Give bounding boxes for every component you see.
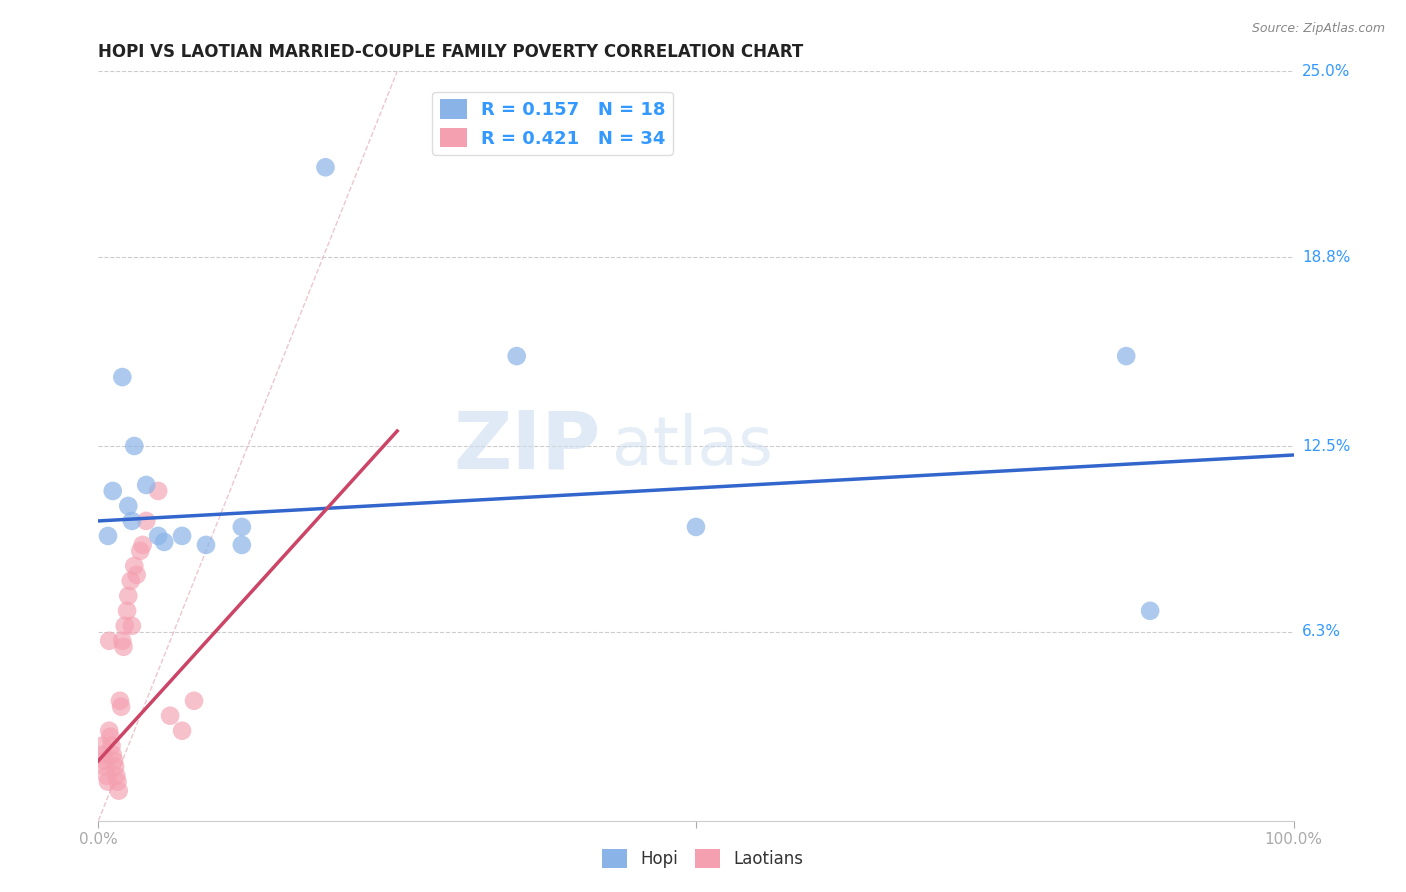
Point <box>91 739 114 753</box>
Text: 18.8%: 18.8% <box>1302 250 1350 265</box>
Text: 25.0%: 25.0% <box>1302 64 1350 78</box>
Point <box>231 520 253 534</box>
Point <box>121 514 143 528</box>
Point <box>108 694 131 708</box>
Point <box>105 769 128 783</box>
Point <box>104 760 127 774</box>
Point <box>111 633 134 648</box>
Point <box>685 520 707 534</box>
Point <box>172 723 194 738</box>
Text: 6.3%: 6.3% <box>1302 624 1341 640</box>
Point <box>91 747 114 762</box>
Point <box>135 478 157 492</box>
Point <box>315 161 337 175</box>
Point <box>98 730 122 744</box>
Point <box>107 783 129 797</box>
Legend: R = 0.157   N = 18, R = 0.421   N = 34: R = 0.157 N = 18, R = 0.421 N = 34 <box>432 92 673 155</box>
Point <box>125 567 148 582</box>
Point <box>148 529 170 543</box>
Point <box>124 558 146 573</box>
Point <box>195 538 218 552</box>
Point <box>183 694 205 708</box>
Point <box>103 754 125 768</box>
Point <box>172 529 194 543</box>
Point <box>111 370 134 384</box>
Point <box>112 640 135 654</box>
Point <box>94 760 117 774</box>
Point <box>110 699 132 714</box>
Text: HOPI VS LAOTIAN MARRIED-COUPLE FAMILY POVERTY CORRELATION CHART: HOPI VS LAOTIAN MARRIED-COUPLE FAMILY PO… <box>98 44 804 62</box>
Point <box>148 483 170 498</box>
Text: 12.5%: 12.5% <box>1302 439 1350 453</box>
Point <box>114 619 136 633</box>
Point <box>115 604 138 618</box>
Point <box>231 538 253 552</box>
Point <box>131 538 153 552</box>
Point <box>96 769 118 783</box>
Text: atlas: atlas <box>613 413 773 479</box>
Point <box>124 439 146 453</box>
Point <box>98 723 121 738</box>
Legend: Hopi, Laotians: Hopi, Laotians <box>596 843 810 875</box>
Point <box>1115 349 1137 363</box>
Point <box>129 544 152 558</box>
Point <box>97 529 120 543</box>
Point <box>121 619 143 633</box>
Point <box>107 774 129 789</box>
Point <box>153 535 176 549</box>
Point <box>101 747 124 762</box>
Point <box>135 514 157 528</box>
Point <box>1139 604 1161 618</box>
Point <box>93 754 115 768</box>
Text: ZIP: ZIP <box>453 407 600 485</box>
Point <box>506 349 529 363</box>
Point <box>117 499 139 513</box>
Text: Source: ZipAtlas.com: Source: ZipAtlas.com <box>1251 22 1385 36</box>
Point <box>97 774 120 789</box>
Point <box>120 574 142 588</box>
Point <box>100 739 122 753</box>
Point <box>101 483 124 498</box>
Point <box>98 633 121 648</box>
Point <box>117 589 139 603</box>
Point <box>159 708 181 723</box>
